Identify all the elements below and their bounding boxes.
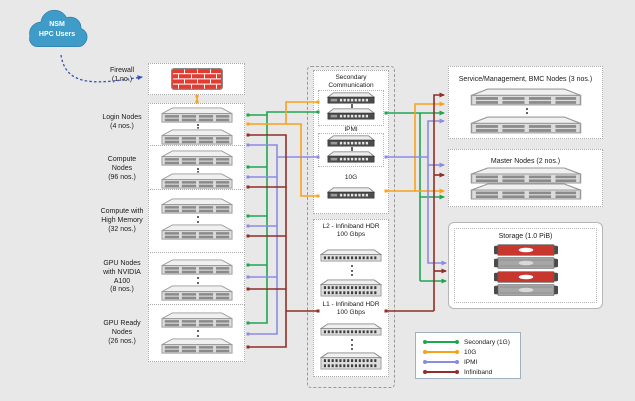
- label-gpu-ready-nodes: GPU Ready Nodes (26 nos.): [103, 320, 141, 345]
- firewall-name: Firewall: [109, 67, 135, 74]
- group-login-nodes: [148, 103, 245, 146]
- legend-line-green: [423, 340, 459, 344]
- legend-line-purple: [423, 360, 459, 364]
- infiniband-switch-icon: [320, 249, 382, 262]
- ellipsis-dots: [196, 277, 199, 284]
- rack-server-icon: [161, 224, 233, 241]
- ellipsis-dots: [196, 124, 199, 129]
- link-purple-bus: [246, 143, 278, 336]
- ellipsis-dots: [351, 104, 353, 108]
- ellipsis-dots: [196, 216, 199, 223]
- label-compute-high-memory: Compute with High Memory (32 nos.): [100, 208, 144, 233]
- legend: Secondary (1G) 10G IPMI Infiniband: [415, 332, 521, 379]
- cloud-label-line1: NSM: [49, 21, 65, 28]
- service-management-title: Service/Management, BMC Nodes (3 nos.): [458, 76, 593, 83]
- rack-server-icon: [470, 183, 582, 201]
- teng-label: 10G: [344, 174, 358, 181]
- legend-item-infiniband: Infiniband: [423, 367, 520, 377]
- rack-server-icon: [470, 116, 582, 135]
- network-switch-icon: [327, 135, 375, 147]
- link-red-service: [433, 92, 445, 311]
- cloud-label-line2: HPC Users: [38, 31, 76, 39]
- storage-array-icon: [494, 284, 558, 296]
- rack-server-icon: [161, 129, 233, 146]
- rack-server-icon: [161, 150, 233, 167]
- ellipsis-dots: [351, 339, 353, 350]
- network-switch-icon: [327, 108, 375, 120]
- legend-item-secondary: Secondary (1G): [423, 337, 520, 347]
- network-switch-icon: [327, 187, 375, 199]
- rack-server-icon: [161, 173, 233, 190]
- link-red-bus: [246, 133, 287, 349]
- rack-server-icon: [470, 88, 582, 107]
- l1-infiniband-label: L1 - Infiniband HDR 100 Gbps: [322, 301, 380, 316]
- l2-infiniband-label: L2 - Infiniband HDR 100 Gbps: [322, 223, 380, 238]
- ellipsis-dots: [351, 147, 353, 151]
- firewall-box: [148, 63, 245, 95]
- label-firewall: Firewall (1 no.): [98, 67, 146, 85]
- ellipsis-dots: [351, 265, 353, 276]
- ellipsis-dots: [525, 108, 528, 114]
- storage-array-icon: [494, 257, 558, 269]
- ellipsis-dots: [196, 330, 199, 337]
- infiniband-switch-icon: [320, 352, 382, 370]
- rack-server-icon: [161, 285, 233, 302]
- legend-item-10g: 10G: [423, 347, 520, 357]
- storage-title: Storage (1.0 PiB): [498, 233, 553, 240]
- rack-server-icon: [161, 198, 233, 215]
- service-management-box: Service/Management, BMC Nodes (3 nos.): [448, 66, 603, 139]
- label-gpu-nodes: GPU Nodes with NVIDIA A100 (8 nos.): [103, 260, 141, 294]
- ellipsis-dots: [196, 168, 199, 173]
- secondary-comm-title: Secondary Communication: [328, 74, 374, 89]
- cloud-label: NSM HPC Users: [22, 20, 92, 40]
- legend-line-red: [423, 370, 459, 374]
- ipmi-label: IPMI: [344, 126, 358, 133]
- storage-inner-box: [454, 228, 597, 303]
- group-compute-high-memory: [148, 189, 245, 253]
- legend-line-orange: [423, 350, 459, 354]
- storage-array-icon: [494, 244, 558, 256]
- infiniband-box: [313, 219, 389, 377]
- rack-server-icon: [161, 107, 233, 124]
- label-compute-nodes: Compute Nodes (96 nos.): [107, 156, 137, 181]
- rack-server-icon: [161, 312, 233, 329]
- group-gpu-ready-nodes: [148, 304, 245, 362]
- master-nodes-title: Master Nodes (2 nos.): [490, 158, 561, 165]
- link-purple-service: [427, 118, 445, 157]
- network-switch-icon: [327, 92, 375, 104]
- group-compute-nodes: [148, 145, 245, 190]
- brick-wall-icon: [171, 68, 223, 90]
- infiniband-switch-icon: [320, 323, 382, 336]
- network-switch-icon: [327, 151, 375, 163]
- legend-item-ipmi: IPMI: [423, 357, 520, 367]
- group-gpu-nodes: [148, 252, 245, 305]
- infiniband-switch-icon: [320, 279, 382, 297]
- label-login-nodes: Login Nodes (4 nos.): [102, 114, 142, 130]
- storage-box: Storage (1.0 PiB): [448, 222, 603, 309]
- storage-array-icon: [494, 271, 558, 283]
- master-nodes-box: Master Nodes (2 nos.): [448, 149, 603, 207]
- link-purple-storage: [427, 157, 447, 266]
- secondary-switch-pair-box: [318, 90, 384, 126]
- rack-server-icon: [161, 338, 233, 355]
- rack-server-icon: [161, 259, 233, 276]
- firewall-count: (1 no.): [111, 75, 133, 83]
